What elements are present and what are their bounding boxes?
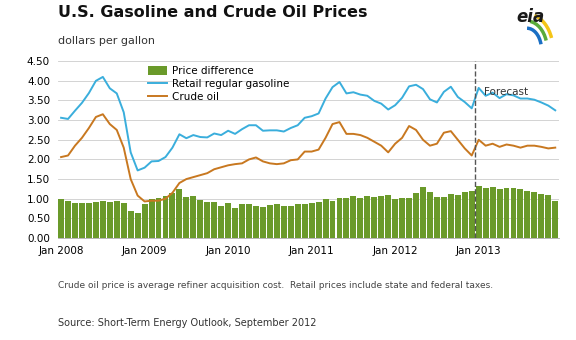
Bar xyxy=(93,202,99,238)
Bar xyxy=(385,195,391,238)
Bar xyxy=(365,196,370,238)
Bar xyxy=(65,202,71,238)
Bar xyxy=(288,206,294,238)
Bar xyxy=(114,202,120,238)
Bar xyxy=(232,208,238,238)
Bar xyxy=(503,188,510,238)
Bar xyxy=(253,206,259,238)
Bar xyxy=(302,204,308,238)
Bar xyxy=(545,195,551,238)
Bar xyxy=(427,192,433,238)
Text: Forecast: Forecast xyxy=(484,87,528,97)
Bar xyxy=(246,204,252,238)
Bar xyxy=(190,196,196,238)
Bar xyxy=(225,203,231,238)
Bar xyxy=(274,204,280,238)
Text: dollars per gallon: dollars per gallon xyxy=(58,36,154,46)
Bar xyxy=(532,192,537,238)
Bar xyxy=(316,202,321,238)
Bar xyxy=(218,206,224,238)
Bar xyxy=(413,193,419,238)
Bar xyxy=(169,193,176,238)
Bar xyxy=(107,202,113,238)
Legend: Price difference, Retail regular gasoline, Crude oil: Price difference, Retail regular gasolin… xyxy=(148,66,289,102)
Bar xyxy=(517,189,524,238)
Bar xyxy=(142,204,147,238)
Bar xyxy=(372,197,377,238)
Bar xyxy=(281,206,287,238)
Bar xyxy=(86,203,92,238)
Bar xyxy=(239,204,245,238)
Bar xyxy=(497,189,502,238)
Bar xyxy=(420,187,426,238)
Text: Source: Short-Term Energy Outlook, September 2012: Source: Short-Term Energy Outlook, Septe… xyxy=(58,318,316,328)
Bar xyxy=(183,197,190,238)
Bar xyxy=(490,187,495,238)
Bar xyxy=(399,198,405,238)
Bar xyxy=(483,188,488,238)
Bar xyxy=(198,200,203,238)
Bar xyxy=(128,211,134,238)
Bar xyxy=(176,189,183,238)
Bar xyxy=(406,198,412,238)
Bar xyxy=(524,191,530,238)
Bar xyxy=(211,202,217,238)
Bar xyxy=(343,198,350,238)
Bar xyxy=(462,192,468,238)
Bar xyxy=(455,195,461,238)
Bar xyxy=(357,198,363,238)
Bar xyxy=(434,197,440,238)
Bar xyxy=(539,193,544,238)
Bar xyxy=(448,193,454,238)
Bar xyxy=(378,196,384,238)
Bar xyxy=(336,198,343,238)
Bar xyxy=(441,197,447,238)
Bar xyxy=(392,200,398,238)
Bar xyxy=(476,186,482,238)
Bar xyxy=(100,201,106,238)
Bar xyxy=(295,204,301,238)
Bar xyxy=(309,203,314,238)
Bar xyxy=(260,207,266,238)
Bar xyxy=(58,199,64,238)
Bar xyxy=(329,201,335,238)
Bar xyxy=(121,203,127,238)
Bar xyxy=(156,198,161,238)
Bar xyxy=(350,197,357,238)
Bar xyxy=(79,203,85,238)
Bar xyxy=(149,199,154,238)
Bar xyxy=(72,203,78,238)
Bar xyxy=(552,201,558,238)
Bar xyxy=(267,205,273,238)
Text: U.S. Gasoline and Crude Oil Prices: U.S. Gasoline and Crude Oil Prices xyxy=(58,5,367,20)
Bar xyxy=(510,188,517,238)
Text: Crude oil price is average refiner acquisition cost.  Retail prices include stat: Crude oil price is average refiner acqui… xyxy=(58,280,492,289)
Bar xyxy=(469,191,475,238)
Bar xyxy=(323,199,328,238)
Bar xyxy=(204,202,210,238)
Text: eia: eia xyxy=(516,8,544,27)
Bar xyxy=(135,213,141,238)
Bar xyxy=(162,197,168,238)
